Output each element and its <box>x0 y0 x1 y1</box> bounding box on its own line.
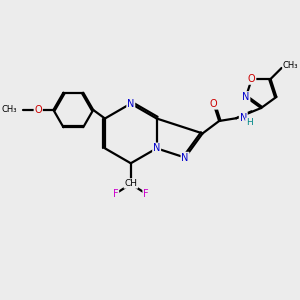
Text: CH₃: CH₃ <box>283 61 298 70</box>
Text: F: F <box>143 189 149 199</box>
Text: N: N <box>240 113 247 123</box>
Text: N: N <box>127 99 134 109</box>
Text: O: O <box>34 105 42 115</box>
Text: CH₃: CH₃ <box>2 105 17 114</box>
Text: N: N <box>153 143 160 153</box>
Text: H: H <box>246 118 253 127</box>
Text: O: O <box>248 74 256 84</box>
Text: N: N <box>181 153 189 163</box>
Text: CH: CH <box>124 179 137 188</box>
Text: N: N <box>242 92 250 102</box>
Text: F: F <box>113 189 118 199</box>
Text: O: O <box>210 99 218 109</box>
